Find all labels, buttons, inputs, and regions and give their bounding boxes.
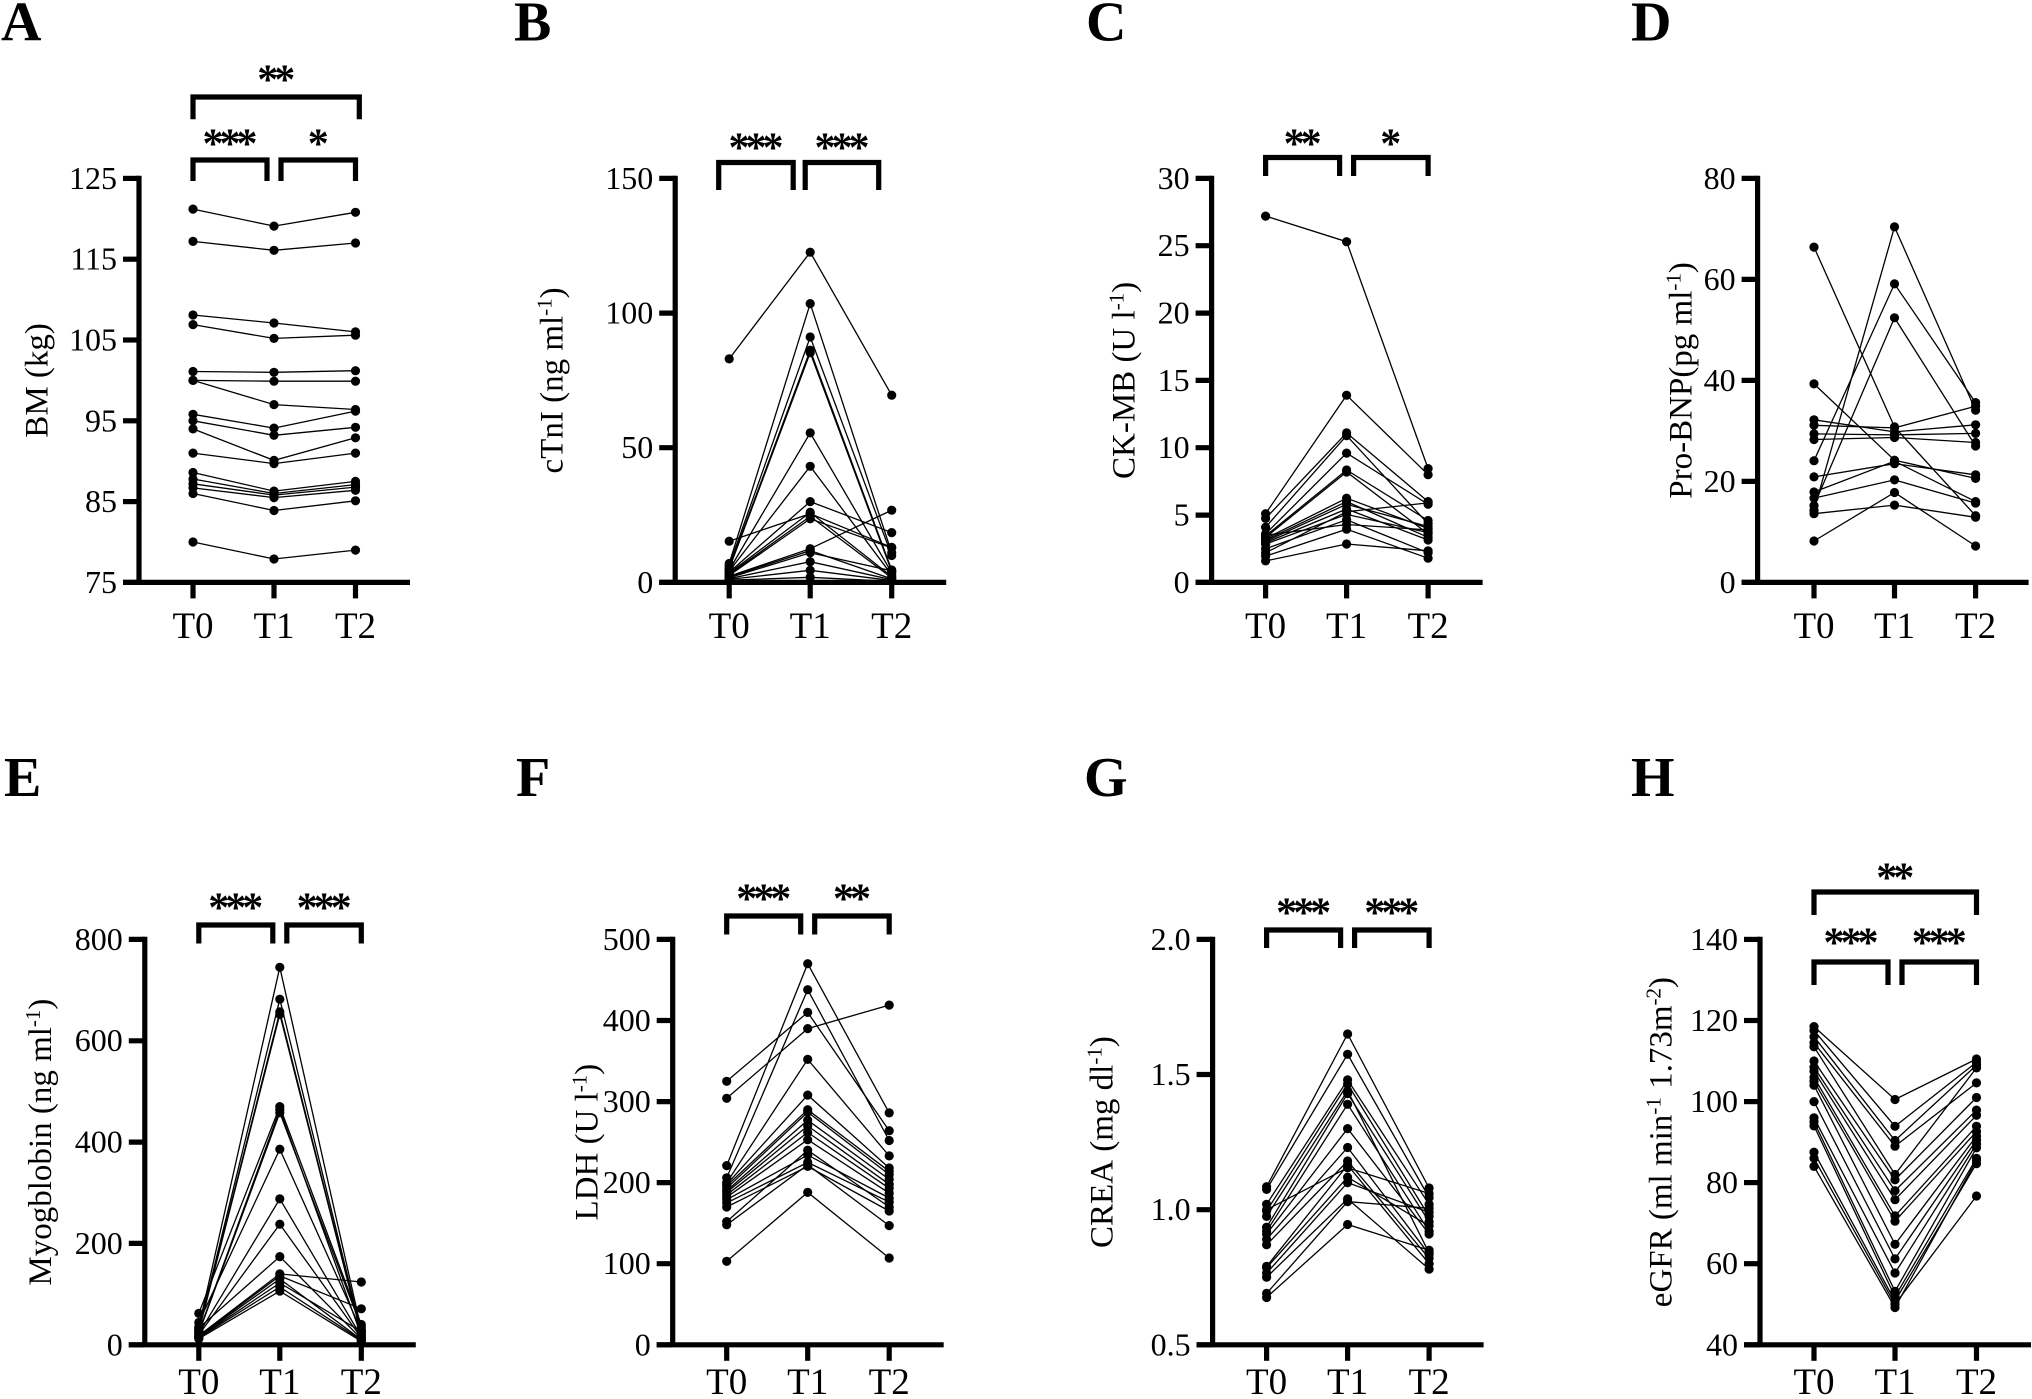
- svg-text:400: 400: [75, 1124, 123, 1160]
- svg-text:***: ***: [729, 125, 783, 171]
- svg-text:105: 105: [69, 322, 117, 358]
- svg-text:400: 400: [603, 1002, 651, 1038]
- svg-text:T2: T2: [1956, 1362, 1997, 1399]
- svg-text:***: ***: [1276, 890, 1330, 936]
- svg-text:CK-MB (U l-1): CK-MB (U l-1): [1105, 282, 1143, 479]
- svg-text:20: 20: [1704, 463, 1736, 499]
- svg-text:95: 95: [85, 402, 117, 438]
- svg-text:200: 200: [603, 1164, 651, 1200]
- svg-text:0: 0: [1720, 564, 1736, 600]
- svg-text:T2: T2: [335, 606, 376, 647]
- svg-text:D: D: [1631, 0, 1671, 54]
- svg-text:T1: T1: [253, 606, 294, 647]
- svg-text:40: 40: [1706, 1326, 1738, 1362]
- svg-text:200: 200: [75, 1225, 123, 1261]
- svg-text:75: 75: [85, 564, 117, 600]
- svg-text:115: 115: [70, 241, 117, 277]
- svg-text:*: *: [308, 121, 328, 167]
- svg-text:***: ***: [1824, 920, 1878, 966]
- svg-text:T2: T2: [1409, 1362, 1450, 1399]
- svg-text:***: ***: [1364, 890, 1418, 936]
- svg-text:eGFR (ml min-1 1.73m-2): eGFR (ml min-1 1.73m-2): [1642, 977, 1680, 1307]
- svg-text:T0: T0: [172, 606, 213, 647]
- svg-text:T0: T0: [1793, 606, 1834, 647]
- svg-text:2.0: 2.0: [1151, 921, 1191, 957]
- svg-text:***: ***: [297, 885, 351, 931]
- svg-text:**: **: [833, 876, 870, 922]
- svg-text:T0: T0: [178, 1362, 219, 1399]
- svg-text:800: 800: [75, 921, 123, 957]
- svg-text:***: ***: [208, 885, 262, 931]
- svg-text:***: ***: [815, 125, 869, 171]
- svg-text:F: F: [516, 747, 550, 809]
- svg-text:15: 15: [1158, 362, 1190, 398]
- svg-text:T1: T1: [259, 1362, 300, 1399]
- svg-text:25: 25: [1158, 227, 1190, 263]
- svg-text:0: 0: [1174, 564, 1190, 600]
- svg-text:T1: T1: [1326, 606, 1367, 647]
- svg-text:T0: T0: [1246, 1362, 1287, 1399]
- svg-text:cTnI (ng ml-1): cTnI (ng ml-1): [533, 287, 571, 473]
- svg-text:Myogblobin (ng ml-1): Myogblobin (ng ml-1): [21, 999, 59, 1286]
- svg-text:T2: T2: [1955, 606, 1996, 647]
- svg-text:30: 30: [1158, 160, 1190, 196]
- svg-text:H: H: [1631, 747, 1675, 809]
- svg-text:G: G: [1084, 747, 1128, 809]
- svg-text:125: 125: [69, 160, 117, 196]
- svg-text:C: C: [1086, 0, 1126, 54]
- svg-text:120: 120: [1690, 1002, 1738, 1038]
- svg-text:***: ***: [203, 121, 257, 167]
- svg-text:T0: T0: [709, 606, 750, 647]
- svg-text:0: 0: [635, 1326, 651, 1362]
- svg-text:0.5: 0.5: [1151, 1326, 1191, 1362]
- svg-text:100: 100: [1690, 1083, 1738, 1119]
- svg-text:85: 85: [85, 483, 117, 519]
- svg-text:150: 150: [605, 160, 653, 196]
- svg-text:B: B: [514, 0, 551, 54]
- svg-text:5: 5: [1174, 497, 1190, 533]
- svg-text:T1: T1: [1874, 1362, 1915, 1399]
- svg-text:100: 100: [605, 295, 653, 331]
- svg-text:80: 80: [1706, 1164, 1738, 1200]
- svg-text:1.0: 1.0: [1151, 1191, 1191, 1227]
- svg-text:0: 0: [637, 564, 653, 600]
- svg-text:60: 60: [1706, 1245, 1738, 1281]
- svg-text:T0: T0: [1793, 1362, 1834, 1399]
- svg-text:E: E: [4, 747, 41, 809]
- svg-text:80: 80: [1704, 160, 1736, 196]
- svg-text:T2: T2: [871, 606, 912, 647]
- svg-text:T0: T0: [706, 1362, 747, 1399]
- svg-text:CREA (mg dl-1): CREA (mg dl-1): [1083, 1036, 1121, 1248]
- svg-text:600: 600: [75, 1022, 123, 1058]
- svg-text:50: 50: [621, 429, 653, 465]
- svg-text:T2: T2: [341, 1362, 382, 1399]
- svg-text:0: 0: [107, 1326, 123, 1362]
- svg-text:T1: T1: [1874, 606, 1915, 647]
- svg-text:A: A: [1, 0, 42, 54]
- svg-text:T2: T2: [869, 1362, 910, 1399]
- svg-text:*: *: [1380, 121, 1400, 167]
- svg-text:60: 60: [1704, 261, 1736, 297]
- svg-text:T1: T1: [1327, 1362, 1368, 1399]
- svg-text:1.5: 1.5: [1151, 1056, 1191, 1092]
- svg-text:BM (kg): BM (kg): [20, 323, 56, 438]
- svg-text:T1: T1: [787, 1362, 828, 1399]
- svg-text:300: 300: [603, 1083, 651, 1119]
- svg-text:T2: T2: [1408, 606, 1449, 647]
- svg-text:10: 10: [1158, 429, 1190, 465]
- svg-text:20: 20: [1158, 295, 1190, 331]
- svg-text:500: 500: [603, 921, 651, 957]
- svg-text:***: ***: [1912, 920, 1966, 966]
- svg-text:**: **: [1876, 855, 1913, 901]
- svg-text:40: 40: [1704, 362, 1736, 398]
- svg-text:T0: T0: [1245, 606, 1286, 647]
- svg-text:**: **: [257, 57, 294, 103]
- svg-text:Pro-BNP(pg ml-1): Pro-BNP(pg ml-1): [1662, 262, 1700, 499]
- svg-text:***: ***: [736, 876, 790, 922]
- svg-text:**: **: [1284, 121, 1321, 167]
- svg-text:100: 100: [603, 1245, 651, 1281]
- svg-text:140: 140: [1690, 921, 1738, 957]
- svg-text:T1: T1: [790, 606, 831, 647]
